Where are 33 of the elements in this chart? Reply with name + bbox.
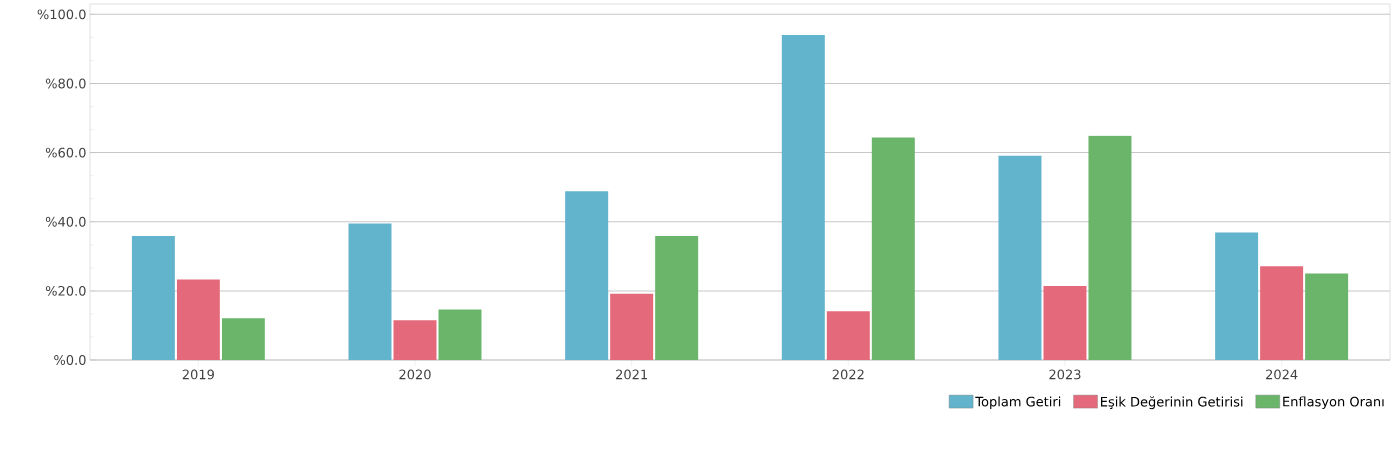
bar — [221, 318, 265, 360]
x-tick-label: 2023 — [1049, 369, 1081, 380]
legend-label: Enflasyon Oranı — [1283, 396, 1384, 409]
bar — [438, 309, 482, 360]
bar — [1305, 273, 1349, 360]
bar — [1215, 232, 1259, 360]
bar — [781, 35, 825, 360]
bar — [1260, 266, 1304, 360]
x-tick-label: 2019 — [182, 369, 214, 380]
bar — [176, 279, 220, 360]
bar — [871, 137, 915, 360]
bar — [348, 223, 392, 360]
y-tick-label: %20.0 — [45, 285, 86, 296]
x-tick-label: 2020 — [399, 369, 431, 380]
y-tick-label: %80.0 — [45, 78, 86, 89]
bar — [565, 191, 609, 360]
bar — [998, 155, 1042, 360]
y-tick-label: %60.0 — [45, 147, 86, 158]
x-tick-label: 2024 — [1266, 369, 1298, 380]
bar — [655, 235, 699, 360]
bar — [393, 320, 437, 360]
bar — [610, 293, 654, 360]
bar — [1043, 286, 1087, 360]
legend-label: Toplam Getiri — [975, 396, 1061, 409]
x-tick-label: 2022 — [832, 369, 864, 380]
x-tick-label: 2021 — [616, 369, 647, 380]
y-tick-label: %40.0 — [45, 216, 86, 227]
y-tick-label: %0.0 — [54, 355, 86, 365]
bar — [131, 235, 175, 360]
y-tick-label: %100.0 — [37, 9, 86, 20]
bar — [1088, 135, 1132, 360]
bar — [826, 311, 870, 360]
legend-label: Eşik Değerinin Getirisi — [1101, 396, 1243, 410]
